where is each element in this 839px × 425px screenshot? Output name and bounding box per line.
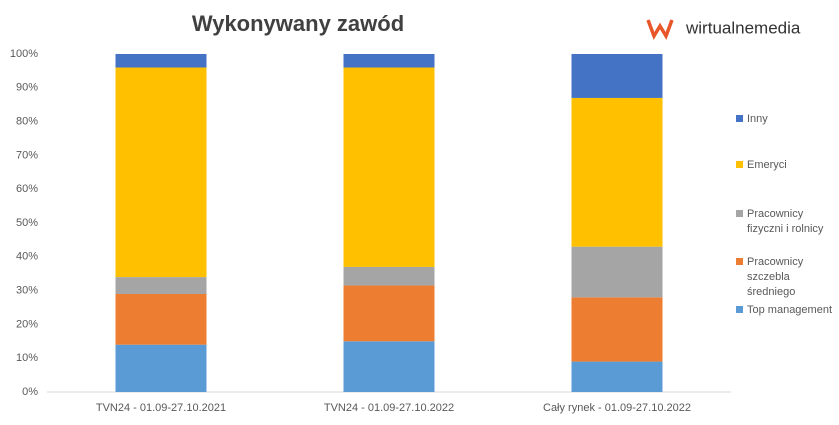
bar-segment	[115, 67, 207, 278]
x-tick-label: TVN24 - 01.09-27.10.2022	[324, 402, 454, 414]
bar-segment	[571, 54, 663, 98]
legend-item: Pracownicy fizyczni i rolnicy	[736, 207, 836, 237]
bar-segment	[115, 54, 207, 68]
y-tick-label: 80%	[16, 116, 38, 128]
bar-segment	[343, 54, 435, 68]
legend-label: Inny	[747, 113, 768, 125]
x-tick-label: Cały rynek - 01.09-27.10.2022	[543, 402, 691, 414]
legend-swatch	[736, 115, 743, 122]
legend-swatch	[736, 161, 743, 168]
y-tick-label: 20%	[16, 318, 38, 330]
legend-label: Emeryci	[747, 159, 787, 171]
y-tick-label: 10%	[16, 352, 38, 364]
legend-item: Pracownicy szczebla średniego	[736, 255, 836, 300]
bar-segment	[115, 293, 207, 345]
y-tick-label: 90%	[16, 82, 38, 94]
legend-swatch	[736, 210, 743, 217]
bar-segment	[343, 285, 435, 342]
legend-item: Top management	[736, 303, 836, 318]
y-tick-label: 0%	[22, 386, 38, 398]
legend-item: Inny	[736, 112, 836, 127]
y-tick-label: 60%	[16, 183, 38, 195]
legend-item: Emeryci	[736, 158, 836, 173]
legend-swatch	[736, 306, 743, 313]
bar-segment	[115, 277, 207, 294]
bar-segment	[571, 246, 663, 298]
y-tick-label: 40%	[16, 251, 38, 263]
bar-segment	[343, 67, 435, 267]
bar-segment	[571, 361, 663, 392]
logo-text: wirtualnemedia	[685, 18, 801, 37]
x-tick-label: TVN24 - 01.09-27.10.2021	[96, 402, 226, 414]
legend-label: Pracownicy szczebla średniego	[747, 256, 804, 298]
legend-swatch	[736, 258, 743, 265]
legend-label: Pracownicy fizyczni i rolnicy	[747, 208, 824, 235]
y-tick-label: 50%	[16, 217, 38, 229]
y-tick-label: 30%	[16, 285, 38, 297]
bar-segment	[115, 344, 207, 392]
logo-icon	[646, 19, 674, 41]
y-tick-label: 70%	[16, 149, 38, 161]
y-tick-label: 100%	[10, 48, 38, 60]
legend-label: Top management	[747, 304, 832, 316]
bar-segment	[343, 341, 435, 392]
bar-segment	[571, 297, 663, 362]
chart-title: Wykonywany zawód	[192, 11, 404, 36]
bar-segment	[571, 97, 663, 247]
logo: wirtualnemedia	[646, 18, 801, 41]
bar-segment	[343, 266, 435, 286]
